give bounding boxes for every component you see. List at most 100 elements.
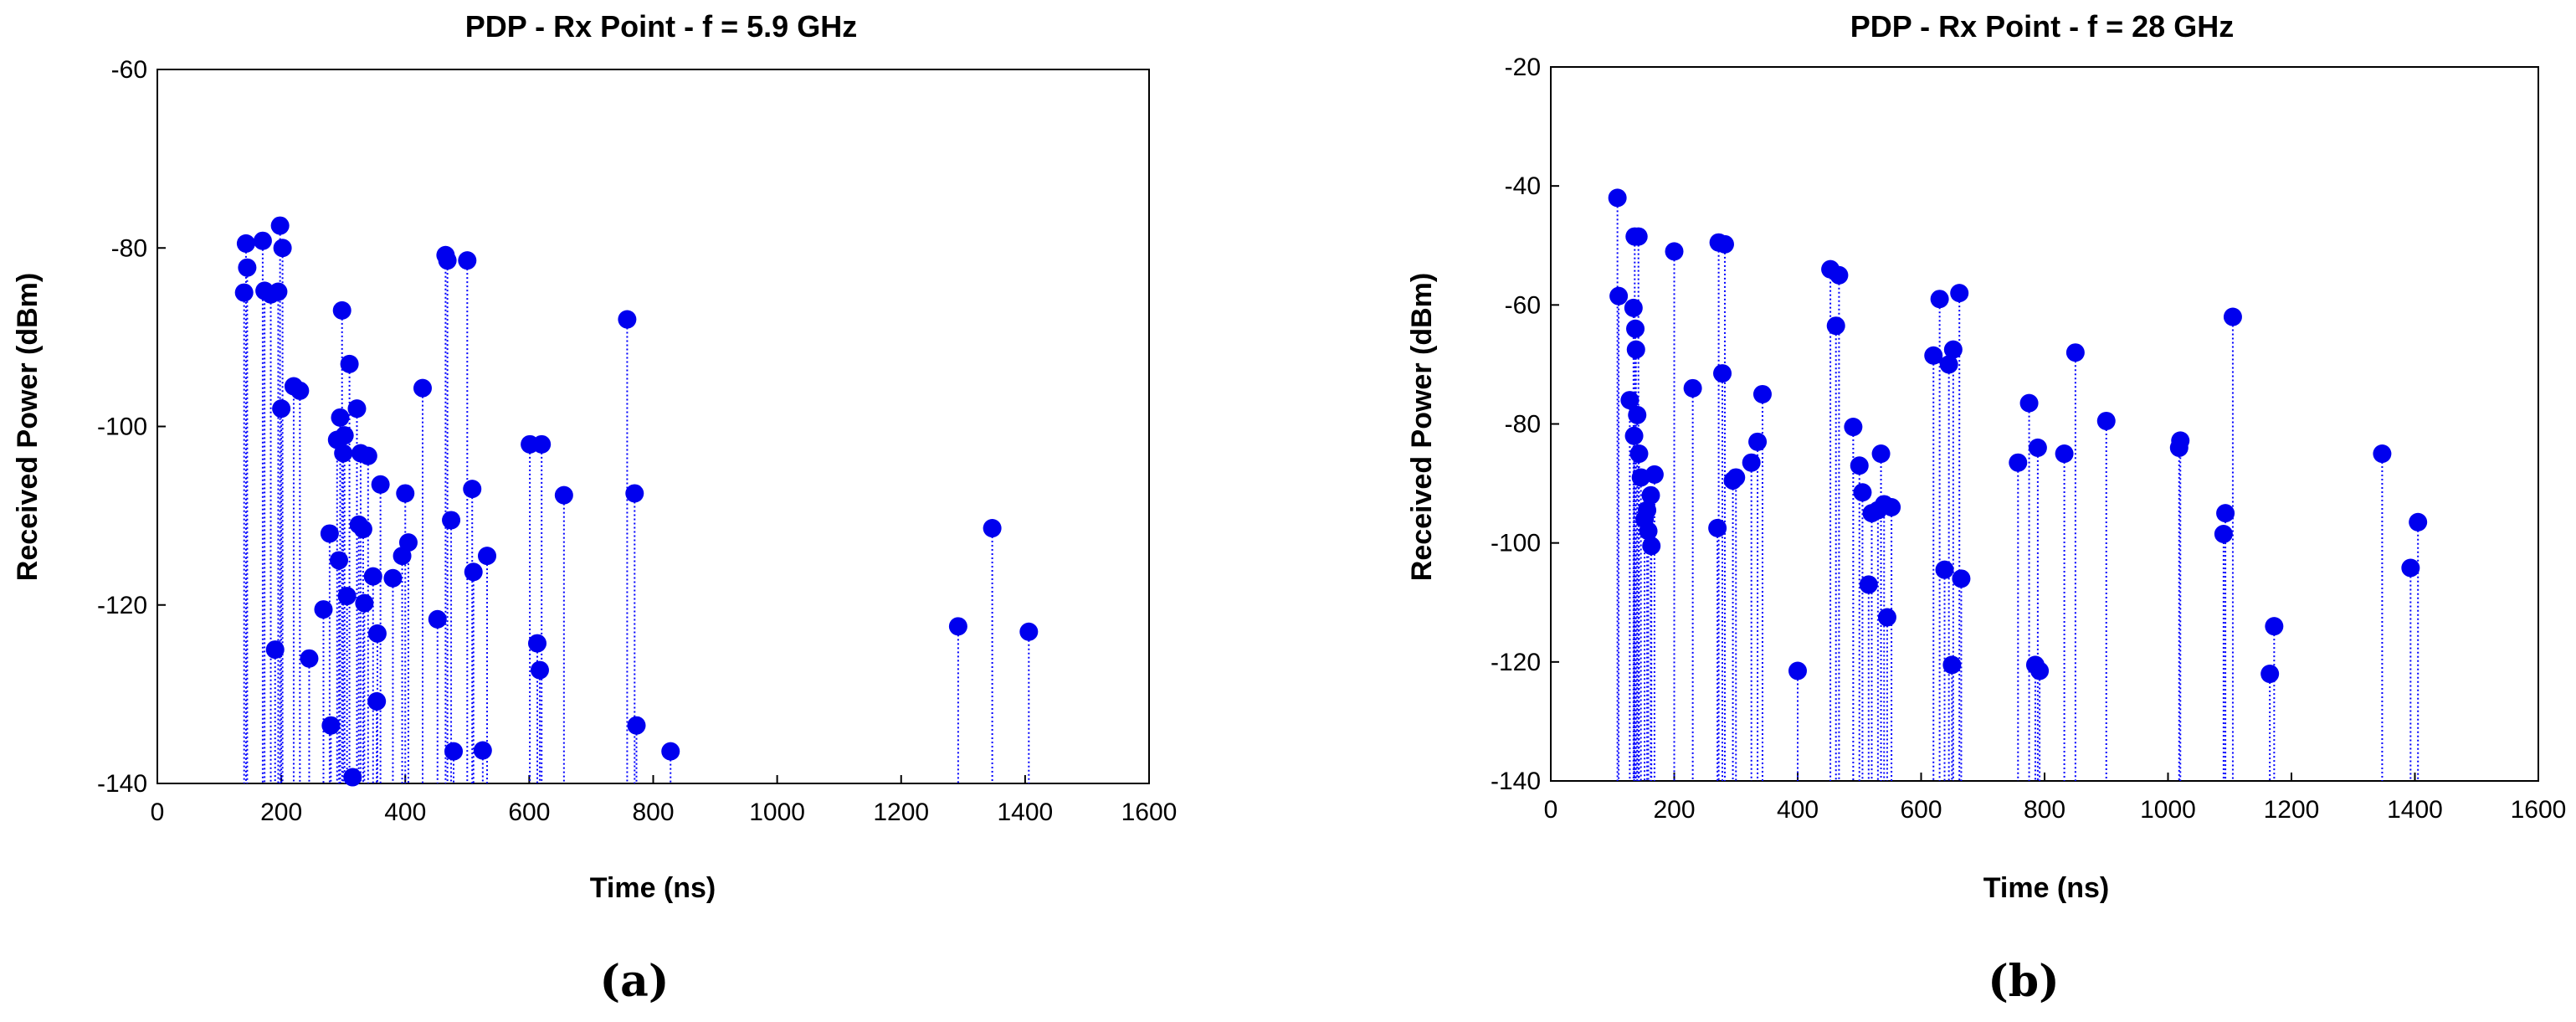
chart-a-xtick-label-6: 1200 [873, 799, 929, 826]
chart-b-xtick-label-8: 1600 [2511, 796, 2567, 824]
chart-b-data-point-6 [1626, 319, 1645, 338]
chart-b-data-point-8 [1628, 405, 1647, 424]
chart-a-xtick-label-8: 1600 [1121, 799, 1178, 826]
chart-a-data-point-3 [253, 231, 272, 250]
chart-b-data-point-16 [1642, 537, 1661, 556]
chart-b-data-point-44 [1930, 290, 1949, 309]
chart-b-data-point-52 [2019, 393, 2039, 413]
chart-a-data-point-7 [269, 282, 288, 301]
chart-b-data-point-27 [1748, 432, 1768, 451]
chart-a-xtick-label-4: 800 [632, 799, 674, 826]
chart-a-data-point-19 [331, 408, 350, 427]
chart-b-points [1608, 188, 2428, 684]
chart-a-data-point-58 [627, 716, 646, 735]
chart-a-xtick-label-2: 400 [384, 799, 426, 826]
chart-b-data-point-47 [1942, 655, 1962, 675]
chart-b-ytick-label-5: -40 [1505, 172, 1541, 200]
chart-b: PDP - Rx Point - f = 28 GHz 0 200 400 600 80… [1406, 9, 2566, 1007]
chart-b-data-point-20 [1708, 518, 1727, 537]
chart-b-data-point-49 [1950, 284, 1969, 303]
chart-a-data-point-12 [290, 381, 310, 400]
chart-a-data-point-1 [236, 234, 255, 253]
chart-b-ytick-label-0: -140 [1491, 768, 1541, 795]
chart-a-data-point-25 [343, 768, 362, 787]
chart-a-ytick-label-2: -100 [97, 413, 147, 441]
chart-b-data-point-61 [2214, 525, 2233, 544]
chart-a-data-point-26 [347, 399, 367, 419]
chart-a-data-point-45 [444, 742, 464, 761]
chart-a-data-point-24 [340, 354, 359, 373]
chart-a-xlabel: Time (ns) [590, 872, 716, 904]
chart-b-data-point-60 [2171, 431, 2190, 450]
chart-b-xtick-label-0: 0 [1544, 796, 1558, 824]
chart-a: PDP - Rx Point - f = 5.9 GHz 0 200 400 600 8… [12, 9, 1177, 1007]
chart-a-data-point-48 [464, 562, 483, 582]
chart-a-plot-area [157, 69, 1150, 784]
chart-a-xtick-label-3: 600 [508, 799, 550, 826]
chart-b-data-point-66 [2373, 444, 2392, 464]
chart-a-data-point-32 [363, 567, 382, 586]
chart-a-data-point-33 [367, 691, 387, 711]
chart-a-points [234, 216, 1039, 787]
chart-a-data-point-50 [478, 547, 497, 566]
chart-a-data-point-56 [618, 310, 637, 329]
chart-a-data-point-35 [371, 475, 390, 494]
chart-a-data-point-0 [234, 283, 254, 302]
chart-b-data-point-32 [1829, 265, 1849, 285]
chart-a-data-point-21 [334, 444, 353, 463]
chart-b-ytick-label-2: -100 [1491, 530, 1541, 557]
chart-a-data-point-23 [337, 587, 357, 606]
chart-b-xtick-label-2: 400 [1777, 796, 1819, 824]
chart-b-data-point-41 [1877, 608, 1896, 627]
chart-b-data-point-4 [1624, 426, 1644, 445]
chart-b-xtick-label-7: 1400 [2387, 796, 2443, 824]
chart-b-data-point-3 [1624, 298, 1643, 317]
chart-a-data-point-54 [532, 434, 552, 454]
chart-a-data-point-55 [554, 485, 573, 505]
chart-b-data-point-67 [2401, 558, 2420, 578]
chart-b-data-point-39 [1871, 444, 1891, 464]
chart-a-data-point-40 [413, 378, 432, 398]
chart-b-data-point-9 [1629, 227, 1648, 246]
chart-a-data-point-39 [398, 533, 418, 552]
chart-a-stems [243, 225, 1030, 783]
chart-b-data-point-26 [1742, 453, 1761, 472]
chart-b-data-point-64 [2260, 665, 2280, 684]
chart-a-data-point-44 [442, 511, 461, 530]
chart-b-data-point-35 [1853, 483, 1872, 502]
chart-a-ytick-label-1: -120 [97, 592, 147, 619]
chart-b-data-point-7 [1626, 340, 1645, 359]
chart-b-data-point-2 [1620, 391, 1640, 410]
chart-b-data-point-25 [1727, 468, 1746, 487]
chart-b-data-point-62 [2216, 504, 2235, 523]
chart-a-data-point-20 [332, 300, 352, 320]
chart-b-panel-label: (b) [1988, 956, 2060, 1007]
chart-a-xtick-label-5: 1000 [749, 799, 805, 826]
chart-a-xtick-label-7: 1400 [998, 799, 1054, 826]
chart-b-data-point-68 [2409, 512, 2428, 532]
chart-b-title: PDP - Rx Point - f = 28 GHz [1850, 9, 2234, 44]
chart-a-xtick-label-1: 200 [260, 799, 302, 826]
chart-a-data-point-57 [625, 484, 644, 503]
chart-a-ytick-label-3: -80 [111, 234, 147, 262]
chart-b-data-point-28 [1752, 384, 1772, 403]
chart-b-data-point-33 [1844, 418, 1863, 437]
chart-b-data-point-43 [1924, 346, 1943, 365]
chart-a-ytick-label-0: -140 [97, 770, 147, 798]
chart-a-data-point-2 [238, 258, 257, 277]
chart-a-data-point-61 [983, 519, 1002, 538]
chart-b-data-point-31 [1826, 316, 1845, 336]
chart-a-panel-label: (a) [600, 956, 670, 1007]
chart-b-data-point-58 [2096, 411, 2116, 430]
chart-a-data-point-53 [530, 660, 549, 680]
chart-b-ytick-label-6: -20 [1505, 54, 1541, 81]
chart-b-xtick-label-6: 1200 [2264, 796, 2320, 824]
chart-a-data-point-49 [473, 741, 492, 760]
chart-b-ytick-label-1: -120 [1491, 649, 1541, 676]
chart-b-data-point-65 [2265, 617, 2284, 636]
chart-b-data-point-34 [1850, 456, 1869, 475]
chart-a-ytick-label-4: -60 [111, 56, 147, 84]
chart-a-data-point-22 [335, 426, 354, 445]
chart-b-data-point-63 [2223, 307, 2242, 326]
